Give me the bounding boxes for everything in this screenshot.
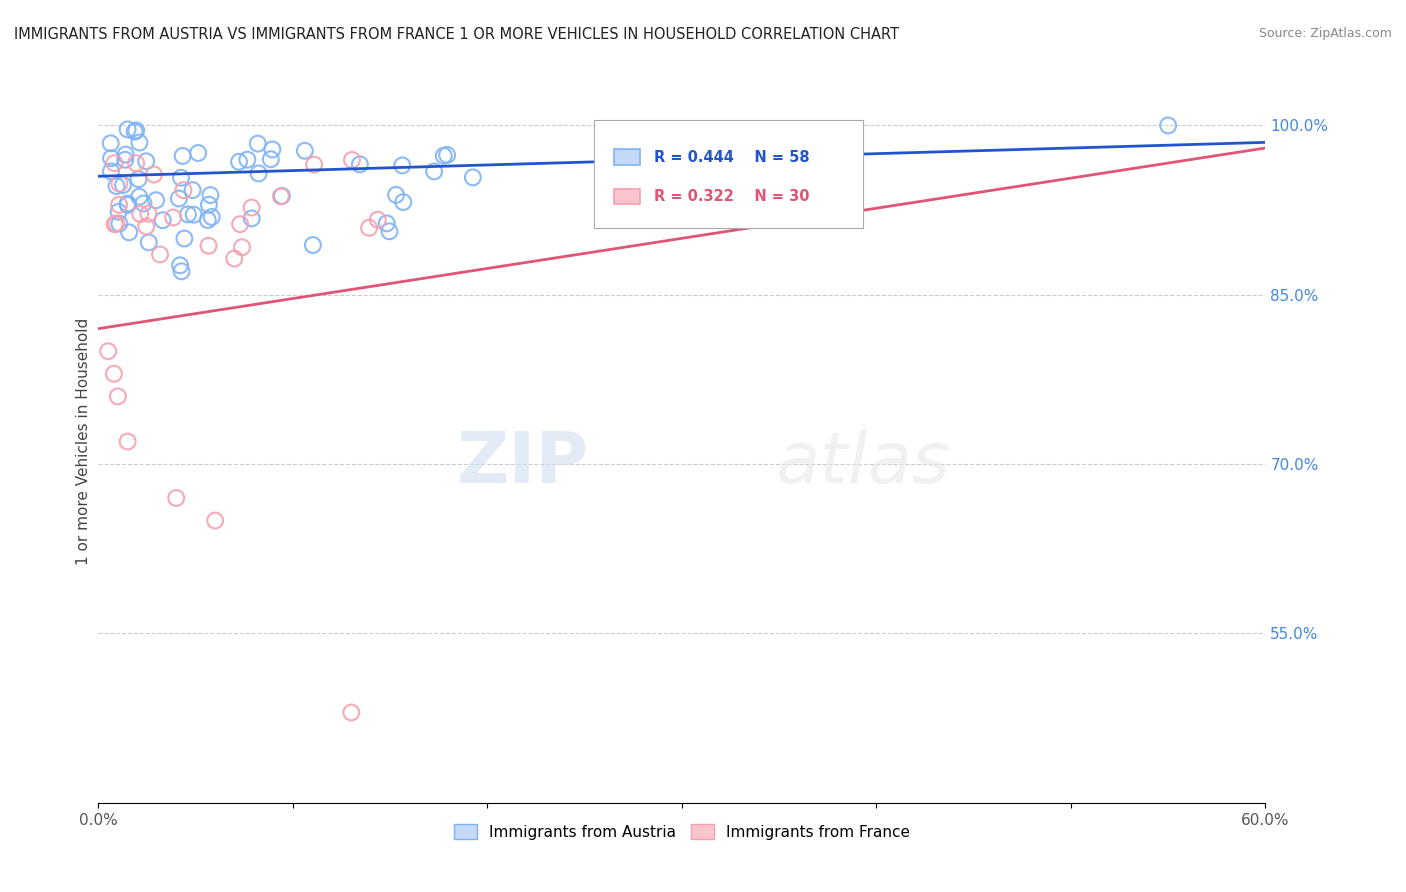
Point	[228, 154, 250, 169]
Point	[423, 164, 446, 178]
Point	[107, 389, 129, 403]
Point	[167, 192, 190, 206]
Point	[125, 123, 148, 137]
Point	[231, 240, 253, 254]
Point	[117, 122, 139, 136]
Point	[340, 706, 363, 720]
Point	[201, 210, 224, 224]
Bar	[614, 188, 640, 204]
Point	[128, 136, 150, 150]
Point	[105, 217, 128, 231]
Point	[367, 212, 389, 227]
Point	[172, 149, 194, 163]
Point	[229, 217, 252, 231]
Point	[138, 235, 160, 250]
Point	[246, 136, 269, 151]
Point	[197, 238, 219, 252]
FancyBboxPatch shape	[595, 120, 863, 228]
Point	[152, 213, 174, 227]
Point	[100, 151, 122, 165]
Point	[391, 158, 413, 172]
Point	[117, 196, 139, 211]
Point	[173, 231, 195, 245]
Text: R = 0.444    N = 58: R = 0.444 N = 58	[654, 150, 810, 164]
Point	[204, 514, 226, 528]
Point	[270, 189, 292, 203]
Point	[125, 156, 148, 170]
Point	[359, 220, 381, 235]
Point	[198, 197, 221, 211]
Point	[378, 224, 401, 238]
Point	[105, 179, 128, 194]
Point	[187, 146, 209, 161]
Point	[162, 211, 184, 225]
Point	[97, 344, 120, 359]
Point	[392, 195, 415, 210]
Bar	[614, 149, 640, 165]
Point	[177, 207, 200, 221]
Point	[111, 178, 134, 192]
Point	[145, 193, 167, 207]
Point	[172, 183, 194, 197]
Point	[142, 168, 165, 182]
Point	[132, 196, 155, 211]
Text: Source: ZipAtlas.com: Source: ZipAtlas.com	[1258, 27, 1392, 40]
Point	[375, 216, 398, 230]
Point	[170, 264, 193, 278]
Point	[135, 154, 157, 169]
Point	[117, 198, 139, 212]
Point	[103, 156, 125, 170]
Point	[124, 125, 146, 139]
Point	[302, 158, 325, 172]
Legend: Immigrants from Austria, Immigrants from France: Immigrants from Austria, Immigrants from…	[447, 818, 917, 846]
Point	[138, 207, 160, 221]
Point	[294, 144, 316, 158]
Point	[247, 166, 270, 180]
Point	[461, 170, 484, 185]
Point	[107, 204, 129, 219]
Point	[108, 217, 131, 231]
Point	[135, 219, 157, 234]
Point	[170, 170, 193, 185]
Point	[117, 434, 139, 449]
Point	[100, 136, 122, 151]
Y-axis label: 1 or more Vehicles in Household: 1 or more Vehicles in Household	[76, 318, 91, 566]
Point	[169, 258, 191, 272]
Point	[165, 491, 187, 505]
Point	[349, 157, 371, 171]
Point	[149, 247, 172, 261]
Point	[197, 213, 219, 227]
Point	[128, 190, 150, 204]
Point	[108, 198, 131, 212]
Point	[433, 149, 456, 163]
Text: IMMIGRANTS FROM AUSTRIA VS IMMIGRANTS FROM FRANCE 1 OR MORE VEHICLES IN HOUSEHOL: IMMIGRANTS FROM AUSTRIA VS IMMIGRANTS FR…	[14, 27, 898, 42]
Point	[118, 225, 141, 239]
Point	[100, 164, 122, 178]
Point	[385, 187, 408, 202]
Point	[262, 143, 284, 157]
Point	[236, 153, 259, 167]
Point	[103, 217, 125, 231]
Point	[260, 153, 283, 167]
Point	[114, 153, 136, 167]
Point	[340, 153, 363, 167]
Point	[240, 211, 263, 226]
Point	[1157, 119, 1180, 133]
Text: atlas: atlas	[775, 429, 950, 498]
Text: ZIP: ZIP	[457, 429, 589, 498]
Point	[181, 183, 204, 197]
Point	[240, 201, 263, 215]
Text: R = 0.322    N = 30: R = 0.322 N = 30	[654, 189, 810, 204]
Point	[224, 252, 246, 266]
Point	[200, 188, 222, 202]
Point	[103, 367, 125, 381]
Point	[114, 147, 136, 161]
Point	[436, 148, 458, 162]
Point	[129, 207, 152, 221]
Point	[183, 208, 205, 222]
Point	[271, 189, 294, 203]
Point	[108, 177, 131, 191]
Point	[127, 172, 149, 186]
Point	[302, 238, 325, 252]
